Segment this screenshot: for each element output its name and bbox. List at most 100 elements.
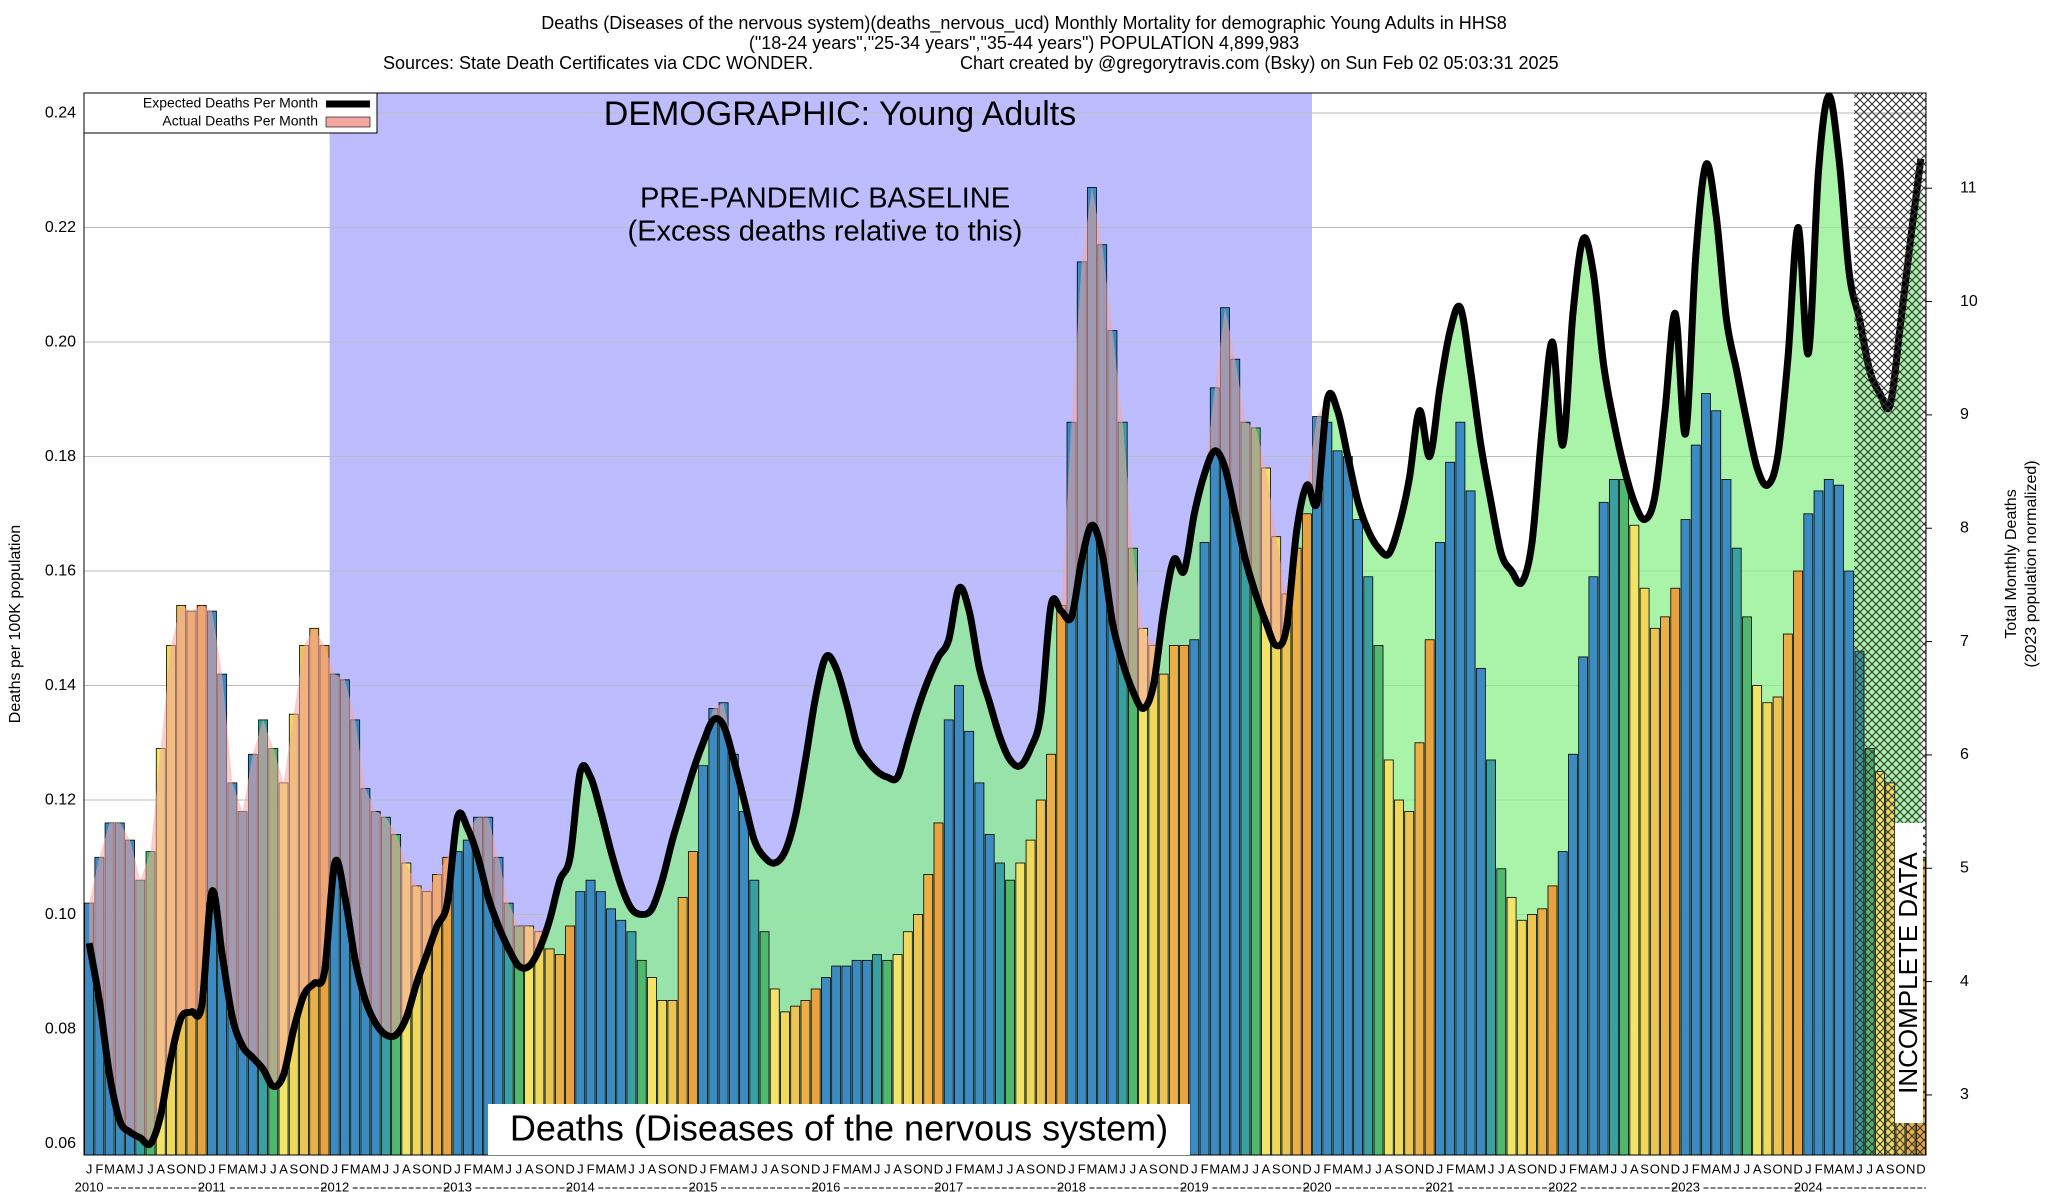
x-tick-label: J [997,1161,1004,1176]
x-tick-label: M [984,1161,995,1176]
x-tick-label: M [370,1161,381,1176]
expected-line [85,92,1925,1149]
bar [1516,919,1527,1156]
x-tick-label: A [156,1161,165,1176]
bar [1568,753,1578,1156]
x-tick-label: J [1242,1161,1249,1176]
bar [1598,501,1609,1156]
y-tick-label: 0.10 [45,906,76,923]
bar [1537,908,1548,1156]
bar [1506,896,1517,1156]
x-tick-label: D [1425,1161,1434,1176]
x-tick-label: J [516,1161,523,1176]
x-tick-label: M [1823,1161,1834,1176]
x-tick-label: M [1455,1161,1466,1176]
x-tick-label: J [700,1161,707,1176]
bar [1312,416,1323,1156]
bar [1527,914,1537,1156]
year-label: 2019 [1180,1179,1209,1194]
bar [1056,604,1067,1156]
x-tick-label: J [383,1161,390,1176]
x-tick-label: D [1057,1161,1066,1176]
y2-axis-note: (2023 population normalized) [2023,460,2040,667]
x-tick-label: A [279,1161,288,1176]
x-tick-label: A [1753,1161,1762,1176]
bar [1690,444,1701,1156]
x-tick-label: A [1876,1161,1885,1176]
bar [1322,421,1333,1156]
x-tick-label: A [1221,1161,1230,1176]
x-tick-label: S [1763,1161,1772,1176]
bar [1373,645,1384,1156]
x-tick-label: J [1314,1161,1321,1176]
bar [1394,799,1404,1156]
x-tick-label: J [1437,1161,1444,1176]
x-tick-label: J [1068,1161,1075,1176]
x-tick-label: D [934,1161,943,1176]
y2-tick-label: 3 [1960,1086,1969,1103]
x-tick-label: O [1650,1161,1660,1176]
x-tick-label: J [884,1161,891,1176]
x-tick-label: O [299,1161,309,1176]
x-tick-label: A [361,1161,370,1176]
bar [1701,393,1711,1156]
chart-title: Deaths (Diseases of the nervous system)(… [541,13,1507,34]
year-label: 2023 [1671,1179,1700,1194]
x-tick-label: S [1026,1161,1035,1176]
bar [1793,570,1803,1156]
x-tick-label: S [903,1161,912,1176]
incomplete-label: INCOMPLETE DATA [1893,851,1923,1093]
bar [1844,570,1855,1156]
x-tick-label: A [975,1161,984,1176]
x-tick-label: M [350,1161,361,1176]
x-tick-label: S [658,1161,667,1176]
x-tick-label: A [1466,1161,1475,1176]
y2-tick-label: 6 [1960,746,1969,763]
x-tick-label: M [493,1161,504,1176]
bar [1608,479,1619,1156]
x-tick-label: M [1353,1161,1364,1176]
bar [1158,673,1169,1156]
x-tick-label: F [955,1161,963,1176]
x-tick-label: J [577,1161,584,1176]
cause-label: Deaths (Diseases of the nervous system) [510,1108,1168,1149]
x-tick-label: O [1895,1161,1905,1176]
y2-tick-label: 10 [1960,293,1978,310]
bar [1762,702,1773,1156]
x-tick-label: F [1201,1161,1209,1176]
x-tick-label: J [761,1161,768,1176]
x-tick-label: M [1209,1161,1220,1176]
x-tick-label: O [667,1161,677,1176]
x-tick-label: F [832,1161,840,1176]
x-tick-label: M [227,1161,238,1176]
bar [739,811,749,1156]
x-tick-label: J [1007,1161,1014,1176]
x-tick-label: F [464,1161,472,1176]
y2-tick-label: 11 [1960,179,1977,196]
x-tick-label: M [1332,1161,1343,1176]
cause-label-bg [488,1104,1190,1155]
y-axis-label: Deaths per 100K population [7,525,24,723]
x-tick-label: F [95,1161,103,1176]
x-tick-label: A [648,1161,657,1176]
x-tick-label: J [1611,1161,1618,1176]
x-tick-label: O [1036,1161,1046,1176]
year-label: 2020 [1303,1179,1332,1194]
bar [718,702,729,1156]
x-tick-label: D [565,1161,574,1176]
x-tick-label: J [751,1161,758,1176]
x-tick-label: A [893,1161,902,1176]
x-tick-label: S [1886,1161,1895,1176]
y2-tick-label: 4 [1960,973,1969,990]
actual-excess-area [89,95,1921,1144]
x-tick-label: A [1630,1161,1639,1176]
x-tick-label: F [1446,1161,1454,1176]
x-tick-label: J [393,1161,400,1176]
bar [1772,696,1783,1156]
bar [1353,519,1363,1156]
legend-label: Actual Deaths Per Month [162,113,318,129]
bar [1670,587,1681,1156]
x-tick-label: A [238,1161,247,1176]
x-tick-label: J [147,1161,154,1176]
x-tick-label: O [422,1161,432,1176]
